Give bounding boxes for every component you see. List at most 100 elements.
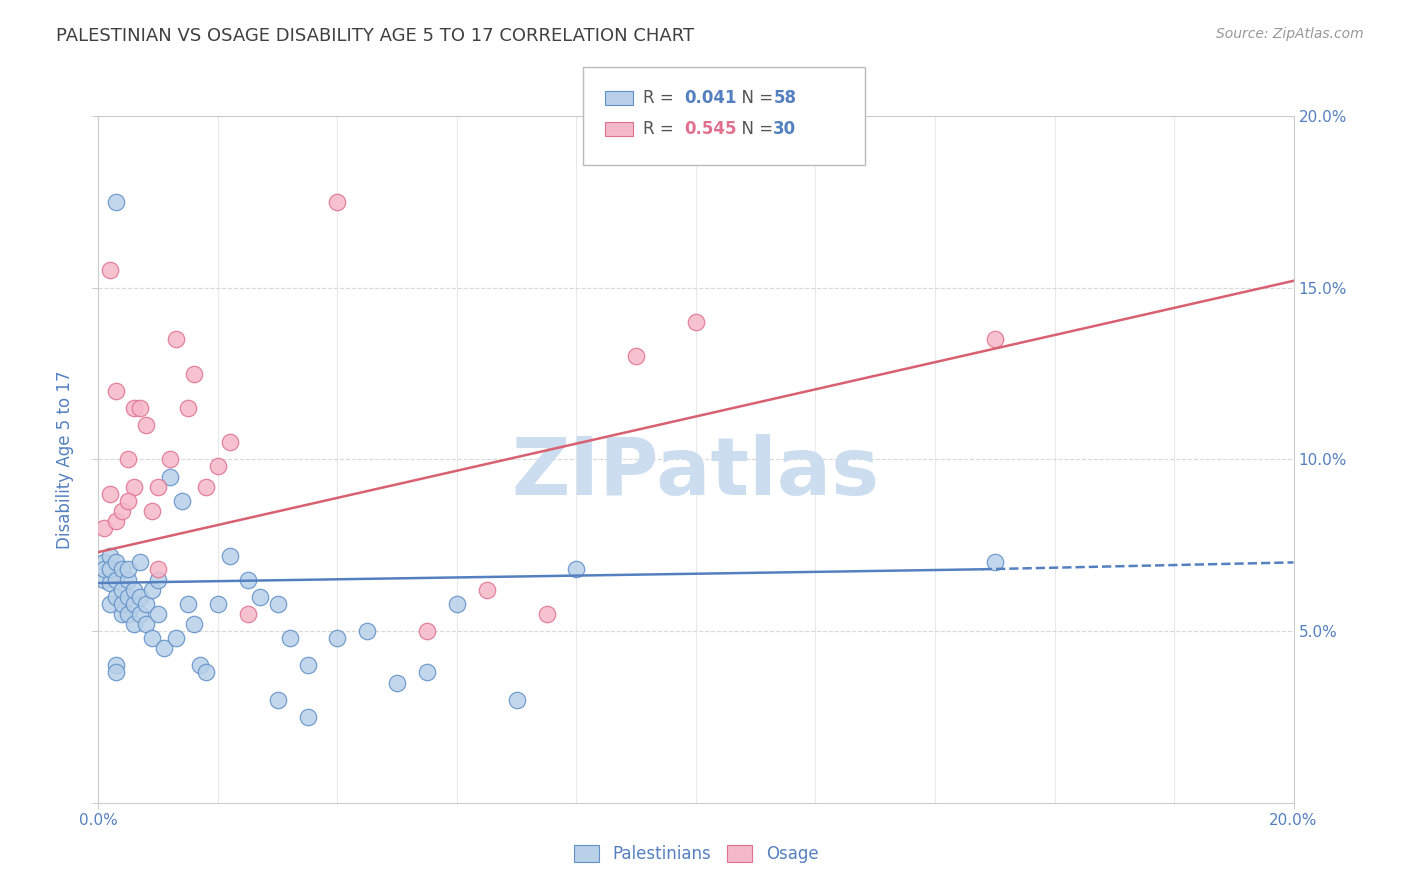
- Text: R =: R =: [643, 89, 679, 107]
- Point: [105, 665, 128, 680]
- Point: [93, 555, 115, 570]
- Point: [100, 562, 122, 576]
- Point: [165, 332, 187, 346]
- Point: [105, 384, 128, 398]
- Point: [148, 607, 170, 621]
- Point: [188, 658, 211, 673]
- Point: [475, 582, 498, 597]
- Point: [236, 573, 259, 587]
- Point: [129, 590, 152, 604]
- Point: [446, 597, 468, 611]
- Point: [100, 487, 122, 501]
- Point: [129, 401, 152, 415]
- Text: N =: N =: [731, 120, 779, 138]
- Point: [111, 582, 134, 597]
- Point: [124, 480, 146, 494]
- Text: 58: 58: [773, 89, 796, 107]
- Point: [153, 641, 176, 656]
- Point: [111, 562, 134, 576]
- Point: [105, 573, 128, 587]
- Point: [207, 459, 229, 474]
- Text: R =: R =: [643, 120, 679, 138]
- Point: [195, 665, 218, 680]
- Point: [159, 469, 181, 483]
- Point: [356, 624, 378, 639]
- Point: [129, 555, 152, 570]
- Point: [267, 597, 290, 611]
- Point: [148, 480, 170, 494]
- Point: [177, 597, 200, 611]
- Point: [297, 658, 319, 673]
- Point: [172, 493, 194, 508]
- Point: [326, 631, 349, 645]
- Point: [297, 710, 319, 724]
- Point: [278, 631, 301, 645]
- Point: [100, 263, 122, 277]
- Point: [249, 590, 271, 604]
- Point: [124, 617, 146, 632]
- Point: [117, 562, 139, 576]
- Point: [117, 493, 139, 508]
- Point: [111, 597, 134, 611]
- Point: [159, 452, 181, 467]
- Point: [93, 573, 115, 587]
- Point: [685, 315, 707, 329]
- Point: [105, 514, 128, 528]
- Point: [984, 332, 1007, 346]
- Point: [267, 692, 290, 706]
- Point: [93, 521, 115, 535]
- Point: [93, 562, 115, 576]
- Point: [117, 452, 139, 467]
- Point: [219, 549, 242, 563]
- Point: [236, 607, 259, 621]
- Point: [195, 480, 218, 494]
- Point: [984, 555, 1007, 570]
- Point: [183, 367, 205, 381]
- Point: [135, 617, 157, 632]
- Text: 30: 30: [773, 120, 796, 138]
- Text: Source: ZipAtlas.com: Source: ZipAtlas.com: [1216, 27, 1364, 41]
- Point: [100, 597, 122, 611]
- Point: [207, 597, 229, 611]
- Point: [111, 504, 134, 518]
- Point: [416, 624, 439, 639]
- Point: [129, 607, 152, 621]
- Point: [506, 692, 529, 706]
- Point: [326, 194, 349, 209]
- Point: [117, 590, 139, 604]
- Point: [416, 665, 439, 680]
- Point: [141, 582, 163, 597]
- Point: [148, 562, 170, 576]
- Text: N =: N =: [731, 89, 779, 107]
- Point: [117, 607, 139, 621]
- Point: [124, 401, 146, 415]
- Point: [105, 658, 128, 673]
- Point: [124, 597, 146, 611]
- Point: [117, 573, 139, 587]
- Text: PALESTINIAN VS OSAGE DISABILITY AGE 5 TO 17 CORRELATION CHART: PALESTINIAN VS OSAGE DISABILITY AGE 5 TO…: [56, 27, 695, 45]
- Point: [219, 435, 242, 450]
- Point: [105, 555, 128, 570]
- Point: [100, 576, 122, 591]
- Point: [536, 607, 558, 621]
- Legend: Palestinians, Osage: Palestinians, Osage: [567, 838, 825, 870]
- Point: [111, 607, 134, 621]
- Text: 0.041: 0.041: [685, 89, 737, 107]
- Point: [626, 350, 648, 364]
- Point: [141, 504, 163, 518]
- Y-axis label: Disability Age 5 to 17: Disability Age 5 to 17: [56, 370, 75, 549]
- Point: [183, 617, 205, 632]
- Point: [135, 418, 157, 433]
- Point: [148, 573, 170, 587]
- Point: [105, 590, 128, 604]
- Point: [385, 675, 409, 690]
- Text: ZIPatlas: ZIPatlas: [512, 434, 880, 512]
- Point: [177, 401, 200, 415]
- Point: [565, 562, 588, 576]
- Point: [135, 597, 157, 611]
- Point: [141, 631, 163, 645]
- Point: [105, 194, 128, 209]
- Point: [100, 549, 122, 563]
- Point: [124, 582, 146, 597]
- Text: 0.545: 0.545: [685, 120, 737, 138]
